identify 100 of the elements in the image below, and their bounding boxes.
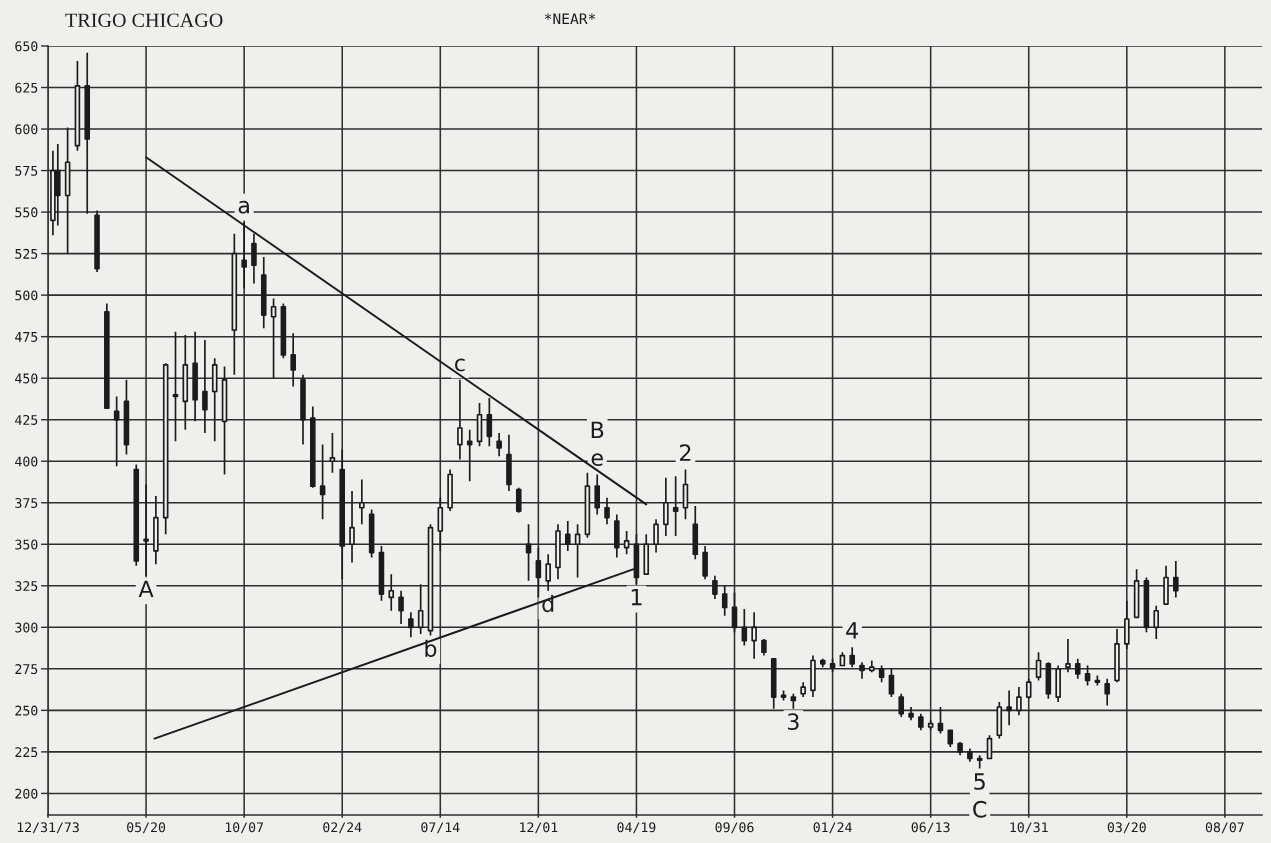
candlestick (672, 475, 679, 537)
candlestick (290, 332, 296, 388)
annotation: 2 (680, 444, 691, 461)
candlestick (976, 754, 983, 770)
y-tick-label: 425 (15, 414, 38, 425)
annotation: e (591, 453, 603, 467)
candlestick (368, 508, 375, 559)
y-tick-label: 350 (15, 539, 38, 550)
candlestick (378, 545, 385, 602)
x-tick-label: 10/07 (225, 822, 264, 834)
candlestick (1084, 664, 1091, 687)
candlestick (564, 520, 571, 552)
candlestick (192, 330, 198, 423)
y-tick-label: 550 (15, 207, 38, 218)
x-tick-label: 10/31 (1010, 822, 1048, 834)
candlestick (398, 589, 404, 625)
candlestick (515, 486, 522, 514)
candlestick (1025, 677, 1032, 700)
candlestick (869, 659, 875, 673)
candlestick (937, 706, 944, 735)
candlestick (643, 533, 650, 576)
candlestick (1133, 568, 1140, 619)
candlestick (555, 523, 561, 580)
candlestick (898, 692, 905, 718)
candlestick (770, 658, 777, 710)
candlestick (819, 658, 826, 669)
candlestick (790, 692, 797, 710)
candlestick (319, 443, 326, 521)
candlestick (721, 584, 728, 617)
y-tick-label: 250 (15, 705, 38, 716)
candlestick (780, 689, 787, 702)
candlestick (1065, 638, 1071, 673)
candlestick (202, 339, 208, 434)
candlestick (153, 495, 159, 566)
candlestick (653, 518, 659, 554)
candlestick (692, 505, 699, 561)
candlestick (260, 256, 267, 330)
y-tick-label: 400 (15, 456, 38, 467)
annotation: c (455, 358, 465, 372)
y-tick-label: 475 (15, 332, 38, 342)
candlestick (486, 397, 493, 448)
candlestick (133, 463, 140, 567)
chart-title: TRIGO CHICAGO (65, 13, 223, 28)
x-tick-label: 06/13 (911, 822, 950, 834)
candlestick (712, 574, 718, 600)
candlestick (1114, 628, 1120, 683)
candlestick (74, 60, 81, 152)
candlestick (1045, 661, 1052, 700)
candlestick (1094, 674, 1101, 687)
candlestick (918, 712, 924, 732)
candlestick (1153, 604, 1160, 640)
candlestick (172, 330, 179, 443)
candlestick (525, 523, 532, 582)
candlestick (388, 573, 395, 612)
candlestick (104, 302, 110, 409)
annotation: A (138, 580, 154, 597)
x-tick-label: 08/07 (1205, 822, 1244, 834)
y-tick-label: 525 (15, 248, 38, 259)
candlestick (1143, 576, 1150, 634)
y-tick-label: 650 (15, 41, 38, 52)
candlestick (339, 448, 346, 580)
candlestick (182, 334, 189, 431)
candlestick (957, 741, 963, 757)
candlestick (751, 611, 757, 660)
candlestick (604, 496, 610, 526)
annotation: C (973, 800, 987, 818)
candlestick (1035, 651, 1042, 682)
candlestick (1163, 565, 1169, 605)
candlestick (113, 395, 120, 468)
candlestick (84, 51, 91, 215)
candlestick (1104, 677, 1110, 707)
candlestick (466, 428, 473, 482)
candlestick (506, 433, 512, 492)
candlestick (476, 402, 483, 448)
candlestick (64, 126, 71, 255)
candlestick (888, 668, 895, 698)
candlestick (878, 664, 885, 683)
candlestick (584, 472, 591, 539)
candlestick (241, 221, 247, 290)
x-tick-label: 05/20 (127, 822, 166, 834)
candlestick (417, 583, 424, 635)
candlestick (123, 379, 130, 456)
y-tick-label: 450 (15, 373, 38, 384)
candlestick (702, 545, 708, 580)
candlestick (221, 365, 228, 476)
candlestick (162, 362, 169, 536)
x-tick-label: 01/24 (813, 822, 852, 834)
candlestick (94, 209, 100, 273)
y-tick-label: 275 (15, 664, 38, 675)
candlestick (810, 654, 816, 698)
candlestick (849, 646, 855, 669)
candlestick (251, 232, 257, 285)
candlestick (663, 477, 669, 537)
y-tick-label: 500 (15, 290, 38, 301)
candlestick (457, 379, 463, 461)
x-tick-label: 02/24 (323, 822, 362, 834)
chart-subtitle: *NEAR* (544, 13, 596, 25)
candlestick (280, 302, 287, 360)
annotation: 3 (787, 713, 799, 731)
y-tick-label: 625 (15, 82, 38, 93)
